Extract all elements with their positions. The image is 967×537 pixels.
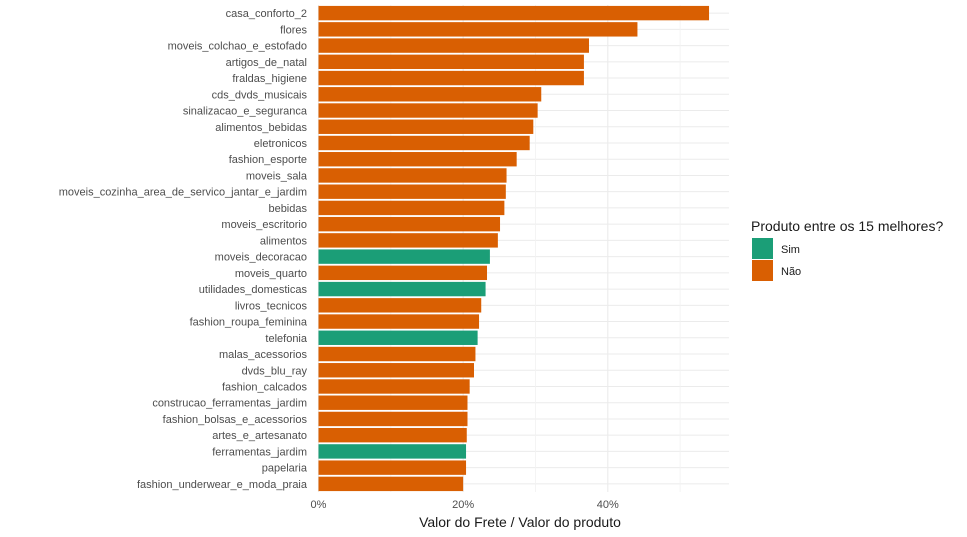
- category-label: telefonia: [265, 333, 307, 345]
- bar-fashion_underwear_e_moda_praia: [318, 476, 464, 492]
- bar-moveis_cozinha_area_de_servico_jantar_e_jardim: [318, 184, 506, 199]
- legend-label: Sim: [781, 244, 800, 256]
- bar-moveis_decoracao: [318, 249, 490, 264]
- category-label: eletronicos: [254, 138, 308, 150]
- bar-fashion_calcados: [318, 379, 470, 394]
- bar-fashion_bolsas_e_acessorios: [318, 411, 468, 427]
- category-label: ferramentas_jardim: [212, 446, 307, 458]
- bar-artigos_de_natal: [318, 54, 584, 70]
- category-label: dvds_blu_ray: [242, 365, 308, 377]
- bar-alimentos: [318, 233, 498, 248]
- category-label: moveis_cozinha_area_de_servico_jantar_e_…: [59, 187, 307, 199]
- bar-telefonia: [318, 330, 478, 345]
- bar-bebidas: [318, 200, 505, 216]
- category-label: fashion_esporte: [229, 154, 307, 166]
- legend-items: Sim Não: [752, 238, 801, 281]
- bar-flores: [318, 22, 638, 37]
- category-label: malas_acessorios: [219, 349, 308, 361]
- bar-casa_conforto_2: [318, 5, 710, 21]
- category-label: moveis_colchao_e_estofado: [168, 41, 307, 53]
- legend-key-não: [752, 260, 773, 281]
- category-label: alimentos_bebidas: [215, 122, 307, 134]
- bar-alimentos_bebidas: [318, 119, 534, 134]
- category-label: utilidades_domesticas: [199, 284, 308, 296]
- bar-moveis_colchao_e_estofado: [318, 38, 589, 53]
- x-tick-label: 20%: [452, 499, 474, 511]
- legend-label: Não: [781, 266, 801, 278]
- category-label: papelaria: [262, 463, 308, 475]
- category-label: moveis_decoracao: [215, 252, 307, 264]
- category-label: construcao_ferramentas_jardim: [152, 398, 307, 410]
- category-label: bebidas: [268, 203, 307, 215]
- category-label: fashion_bolsas_e_acessorios: [163, 414, 308, 426]
- bar-livros_tecnicos: [318, 298, 482, 313]
- bar-ferramentas_jardim: [318, 444, 467, 459]
- category-label: flores: [280, 24, 307, 36]
- category-label: fashion_calcados: [222, 381, 308, 393]
- x-axis-title: Valor do Frete / Valor do produto: [419, 514, 621, 530]
- bar-moveis_escritorio: [318, 216, 501, 232]
- category-label: artigos_de_natal: [226, 57, 307, 69]
- bar-fashion_roupa_feminina: [318, 314, 480, 329]
- bar-moveis_sala: [318, 168, 507, 183]
- x-tick-labels: 0% 20% 40%: [311, 499, 619, 511]
- category-label: fashion_underwear_e_moda_praia: [137, 479, 308, 491]
- bar-papelaria: [318, 460, 467, 475]
- category-label: cds_dvds_musicais: [212, 89, 308, 101]
- category-label: fashion_roupa_feminina: [190, 317, 308, 329]
- bar-artes_e_artesanato: [318, 427, 467, 443]
- bar-moveis_quarto: [318, 265, 488, 281]
- category-label: casa_conforto_2: [226, 8, 307, 20]
- bar-cds_dvds_musicais: [318, 87, 542, 102]
- category-label: moveis_escritorio: [221, 219, 307, 231]
- legend: Produto entre os 15 melhores? Sim Não: [751, 218, 943, 281]
- bar-malas_acessorios: [318, 346, 476, 362]
- bar-sinalizacao_e_seguranca: [318, 103, 538, 118]
- bar-fashion_esporte: [318, 152, 517, 167]
- category-label: livros_tecnicos: [235, 300, 308, 312]
- x-tick-label: 0%: [311, 499, 327, 511]
- legend-title: Produto entre os 15 melhores?: [751, 218, 943, 234]
- legend-key-sim: [752, 238, 773, 259]
- category-label: moveis_sala: [246, 170, 308, 182]
- x-tick-label: 40%: [597, 499, 619, 511]
- bar-fraldas_higiene: [318, 70, 584, 86]
- bar-dvds_blu_ray: [318, 363, 474, 378]
- bar-eletronicos: [318, 135, 530, 151]
- category-label: sinalizacao_e_seguranca: [183, 106, 308, 118]
- category-label: alimentos: [260, 235, 308, 247]
- bar-construcao_ferramentas_jardim: [318, 395, 468, 410]
- category-label: fraldas_higiene: [232, 73, 307, 85]
- bars: [318, 5, 710, 492]
- bar-utilidades_domesticas: [318, 281, 486, 297]
- category-label: artes_e_artesanato: [212, 430, 307, 442]
- category-label: moveis_quarto: [235, 268, 307, 280]
